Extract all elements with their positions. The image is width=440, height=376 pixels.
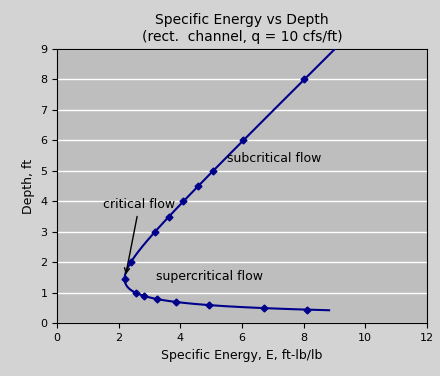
Text: critical flow: critical flow — [103, 198, 176, 273]
Y-axis label: Depth, ft: Depth, ft — [22, 159, 35, 214]
X-axis label: Specific Energy, E, ft-lb/lb: Specific Energy, E, ft-lb/lb — [161, 349, 323, 362]
Text: supercritical flow: supercritical flow — [156, 270, 263, 283]
Text: subcritical flow: subcritical flow — [227, 152, 321, 165]
Title: Specific Energy vs Depth
(rect.  channel, q = 10 cfs/ft): Specific Energy vs Depth (rect. channel,… — [142, 13, 342, 44]
